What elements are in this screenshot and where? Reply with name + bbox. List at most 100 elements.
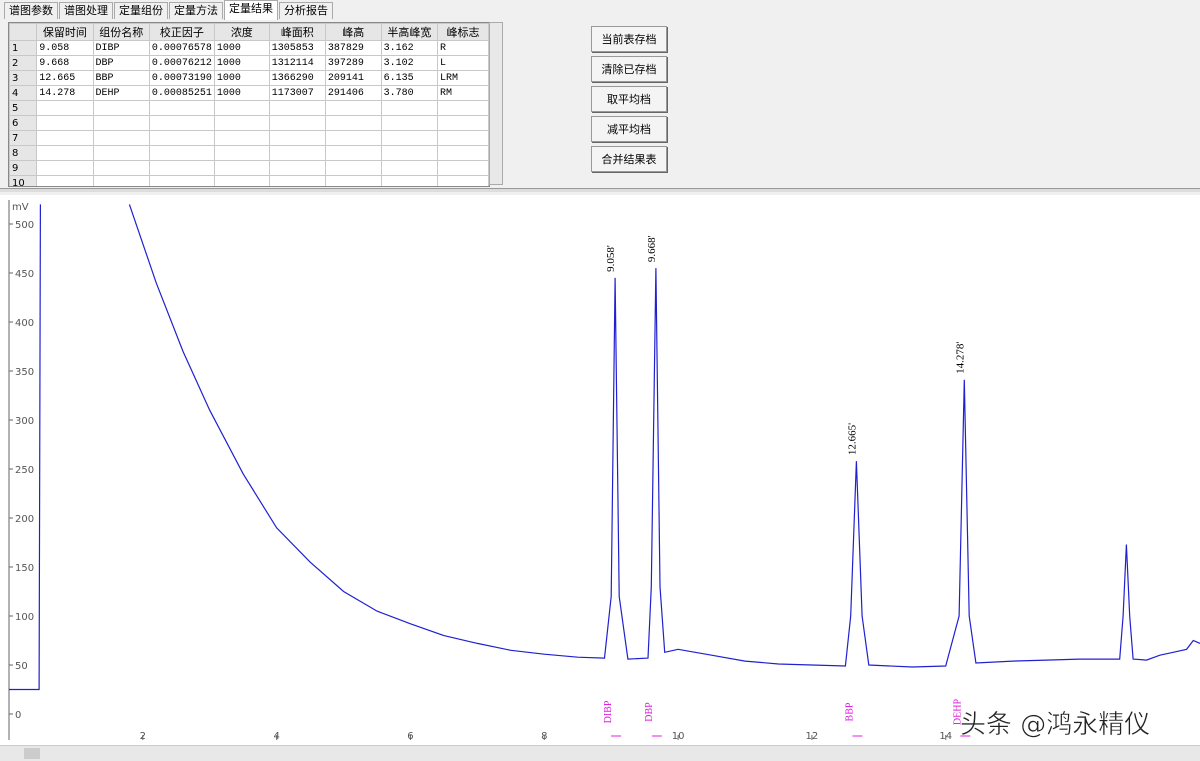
cell: RM (437, 85, 489, 101)
watermark: 头条 @鸿永精仪 (960, 710, 1150, 740)
table-row[interactable]: 3 12.665 BBP 0.00073190 1000 1366290 209141 6.1… (9, 70, 489, 86)
cell: 0.00073190 (148, 70, 215, 86)
peak-label: 12.665' (846, 423, 858, 455)
cell: 3.162 (380, 40, 439, 56)
table-row[interactable]: 7 (9, 130, 489, 146)
y-tick-label: 150 (15, 563, 34, 574)
cell (36, 160, 94, 176)
cell (268, 160, 326, 176)
cell (380, 100, 439, 116)
cell: 3.102 (380, 55, 439, 71)
cell (268, 175, 326, 186)
cell: 12.665 (36, 70, 94, 86)
cell: DIBP (92, 40, 150, 56)
row-number: 2 (9, 55, 38, 71)
cell: 1312114 (268, 55, 326, 71)
cell (213, 100, 270, 116)
cell: 9.058 (36, 40, 94, 56)
y-tick-label: 500 (15, 220, 34, 231)
cell (92, 160, 150, 176)
tab[interactable]: 分析报告 (279, 2, 333, 19)
cell (148, 160, 215, 176)
cell (324, 160, 382, 176)
table-row[interactable]: 8 (9, 145, 489, 161)
cell: 0.00076578 (148, 40, 215, 56)
table-row[interactable]: 4 14.278 DEHP 0.00085251 1000 1173007 291406 3.… (9, 85, 489, 101)
cell (92, 175, 150, 186)
header-row: 保留时间 组份名称 校正因子 浓度 峰面积 峰高 半高峰宽 峰标志 (9, 23, 489, 41)
button[interactable]: 合并结果表 (591, 146, 667, 172)
cell (437, 115, 489, 131)
cell: 397289 (324, 55, 382, 71)
cell: 14.278 (36, 85, 94, 101)
tab[interactable]: 谱图参数 (4, 2, 58, 19)
tab[interactable]: 定量结果 (224, 0, 278, 20)
y-tick-label: 250 (15, 465, 34, 476)
v-scrollbar[interactable] (489, 22, 503, 185)
tab[interactable]: 定量组份 (114, 2, 168, 19)
cell: 209141 (324, 70, 382, 86)
column-header: 峰面积 (268, 23, 326, 41)
y-tick-label: 100 (15, 612, 34, 623)
button[interactable]: 减平均档 (591, 116, 667, 142)
cell (92, 130, 150, 146)
column-header: 半高峰宽 (380, 23, 439, 41)
cell: L (437, 55, 489, 71)
cell: 6.135 (380, 70, 439, 86)
cell: 1000 (213, 70, 270, 86)
table-row[interactable]: 9 (9, 160, 489, 176)
table-row[interactable]: 2 9.668 DBP 0.00076212 1000 1312114 397289 3.10… (9, 55, 489, 71)
tab[interactable]: 谱图处理 (59, 2, 113, 19)
cell: BBP (92, 70, 150, 86)
table-row[interactable]: 6 (9, 115, 489, 131)
row-number: 10 (9, 175, 38, 186)
cell: 387829 (324, 40, 382, 56)
cell (36, 100, 94, 116)
peak-label: 14.278' (954, 342, 966, 374)
y-tick-label: 0 (15, 710, 21, 721)
row-number: 3 (9, 70, 38, 86)
y-tick-label: 450 (15, 269, 34, 280)
cell: 9.668 (36, 55, 94, 71)
row-number: 8 (9, 145, 38, 161)
cell (148, 100, 215, 116)
row-number: 9 (9, 160, 38, 176)
cell (380, 160, 439, 176)
cell: 1305853 (268, 40, 326, 56)
cell (148, 175, 215, 186)
x-tick-label: 8 (541, 731, 547, 742)
column-header: 保留时间 (36, 23, 94, 41)
cell: 0.00076212 (148, 55, 215, 71)
column-header: 组份名称 (92, 23, 150, 41)
cell (36, 145, 94, 161)
cell (380, 130, 439, 146)
cell (324, 145, 382, 161)
tab[interactable]: 定量方法 (169, 2, 223, 19)
cell (148, 130, 215, 146)
tab-bar: 谱图参数 谱图处理 定量组份 定量方法 定量结果 分析报告 (4, 0, 334, 20)
trace (9, 204, 1200, 691)
button[interactable]: 取平均档 (591, 86, 667, 112)
cell (36, 175, 94, 186)
component-label: BBP (844, 702, 855, 721)
button[interactable]: 当前表存档 (591, 26, 667, 52)
cell (148, 115, 215, 131)
y-tick-label: 50 (15, 661, 28, 672)
splitter (0, 188, 1200, 192)
table-row[interactable]: 1 9.058 DIBP 0.00076578 1000 1305853 387829 3.1… (9, 40, 489, 56)
table-row[interactable]: 5 (9, 100, 489, 116)
corner-cell (9, 23, 38, 41)
cell (324, 130, 382, 146)
h-scrollbar[interactable] (0, 745, 1200, 761)
cell (213, 130, 270, 146)
button[interactable]: 清除已存档 (591, 56, 667, 82)
cell (36, 130, 94, 146)
cell: 1000 (213, 40, 270, 56)
cell: DEHP (92, 85, 150, 101)
row-number: 7 (9, 130, 38, 146)
cell: 0.00085251 (148, 85, 215, 101)
table-row[interactable]: 10 (9, 175, 489, 186)
x-tick-label: 12 (806, 731, 819, 742)
cell (36, 115, 94, 131)
